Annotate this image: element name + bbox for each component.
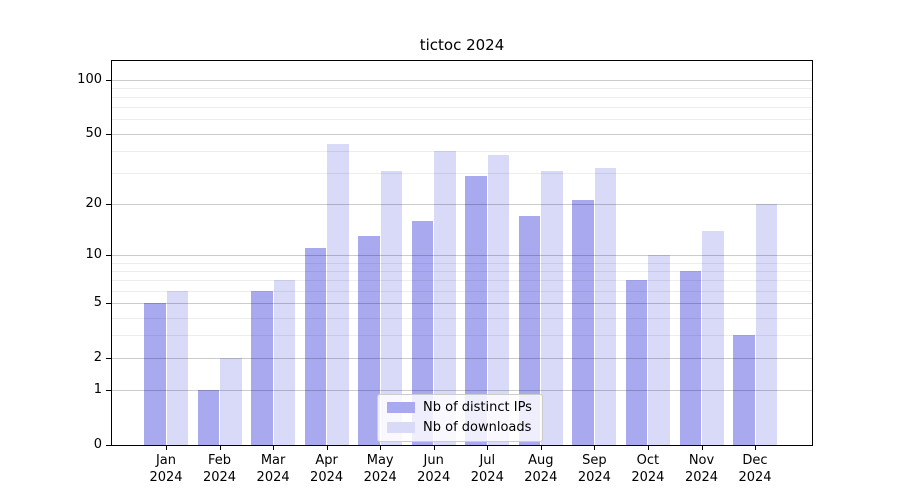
major-gridline-1 bbox=[112, 390, 812, 392]
major-gridline-10 bbox=[112, 255, 812, 257]
y-tick-mark-2 bbox=[106, 358, 111, 359]
bars-layer bbox=[112, 61, 812, 445]
x-tick-label-jul: Jul 2024 bbox=[470, 453, 504, 485]
legend: Nb of distinct IPs Nb of downloads bbox=[377, 394, 543, 442]
x-tick-label-may: May 2024 bbox=[363, 453, 397, 485]
y-tick-mark-100 bbox=[106, 79, 111, 81]
minor-gridline-6 bbox=[112, 290, 812, 292]
legend-swatch-distinct-ips bbox=[387, 402, 415, 413]
bar-downloads-jul bbox=[487, 154, 510, 445]
minor-gridline-40 bbox=[112, 150, 812, 152]
bar-distinct-ips-feb bbox=[197, 390, 219, 445]
bar-downloads-may bbox=[380, 170, 403, 445]
bar-downloads-dec bbox=[755, 203, 777, 445]
minor-gridline-30 bbox=[112, 173, 812, 174]
x-tick-mark-jan bbox=[166, 445, 167, 450]
legend-item-downloads: Nb of downloads bbox=[387, 420, 532, 435]
gridlines-layer bbox=[112, 61, 812, 445]
bar-downloads-apr bbox=[327, 143, 349, 445]
minor-gridline-7 bbox=[112, 280, 812, 282]
minor-gridline-80 bbox=[112, 97, 812, 98]
x-tick-mark-jun bbox=[433, 445, 435, 450]
bar-distinct-ips-aug bbox=[518, 216, 541, 445]
legend-swatch-downloads bbox=[387, 422, 415, 433]
bar-distinct-ips-apr bbox=[304, 248, 327, 445]
bar-distinct-ips-jul bbox=[465, 175, 487, 445]
y-tick-mark-5 bbox=[106, 303, 111, 305]
x-tick-mark-jul bbox=[487, 445, 489, 450]
x-tick-label-sep: Sep 2024 bbox=[577, 453, 611, 485]
y-tick-label-50: 50 bbox=[85, 125, 102, 141]
bar-downloads-jan bbox=[166, 290, 188, 445]
x-tick-label-nov: Nov 2024 bbox=[684, 453, 719, 485]
minor-gridline-90 bbox=[112, 87, 812, 89]
minor-gridline-3 bbox=[112, 335, 812, 337]
x-tick-mark-dec bbox=[755, 445, 756, 450]
y-tick-label-20: 20 bbox=[85, 195, 102, 211]
minor-gridline-8 bbox=[112, 271, 812, 272]
y-tick-mark-20 bbox=[106, 203, 111, 205]
y-tick-label-0: 0 bbox=[93, 437, 102, 452]
chart-title: tictoc 2024 bbox=[419, 36, 505, 54]
x-tick-label-apr: Apr 2024 bbox=[310, 453, 344, 485]
major-gridline-100 bbox=[112, 79, 812, 81]
y-tick-label-2: 2 bbox=[93, 350, 102, 365]
major-gridline-5 bbox=[112, 303, 812, 305]
bar-distinct-ips-nov bbox=[679, 271, 701, 445]
plot-area bbox=[111, 60, 813, 446]
bar-distinct-ips-may bbox=[358, 236, 380, 445]
x-tick-mark-apr bbox=[326, 445, 328, 450]
x-tick-mark-nov bbox=[701, 445, 703, 450]
bar-downloads-oct bbox=[648, 255, 670, 445]
major-gridline-2 bbox=[112, 358, 812, 359]
legend-label-downloads: Nb of downloads bbox=[423, 420, 532, 435]
x-tick-label-dec: Dec 2024 bbox=[738, 453, 772, 485]
y-tick-label-100: 100 bbox=[77, 71, 102, 87]
minor-gridline-9 bbox=[112, 262, 812, 264]
y-tick-mark-0 bbox=[106, 445, 111, 446]
y-tick-mark-50 bbox=[106, 133, 111, 135]
x-tick-mark-mar bbox=[273, 445, 275, 450]
bar-downloads-feb bbox=[220, 358, 242, 445]
y-tick-mark-10 bbox=[106, 255, 111, 257]
bar-downloads-mar bbox=[273, 280, 296, 445]
bar-distinct-ips-sep bbox=[572, 200, 594, 445]
bar-distinct-ips-oct bbox=[625, 280, 648, 445]
y-tick-mark-1 bbox=[106, 390, 111, 392]
bar-distinct-ips-jun bbox=[411, 220, 434, 445]
bar-downloads-nov bbox=[702, 230, 724, 445]
y-tick-label-1: 1 bbox=[93, 382, 102, 398]
x-tick-mark-aug bbox=[540, 445, 542, 450]
x-tick-label-jan: Jan 2024 bbox=[149, 453, 183, 485]
major-gridline-20 bbox=[112, 203, 812, 205]
bar-distinct-ips-jan bbox=[144, 303, 166, 445]
y-tick-label-5: 5 bbox=[93, 295, 102, 311]
minor-gridline-60 bbox=[112, 119, 812, 121]
minor-gridline-70 bbox=[112, 107, 812, 109]
legend-label-distinct-ips: Nb of distinct IPs bbox=[423, 400, 532, 415]
legend-item-distinct-ips: Nb of distinct IPs bbox=[387, 400, 532, 415]
y-tick-label-10: 10 bbox=[85, 247, 102, 263]
bar-downloads-sep bbox=[594, 168, 617, 445]
bar-downloads-aug bbox=[541, 170, 563, 445]
x-tick-label-aug: Aug 2024 bbox=[524, 453, 558, 485]
x-tick-mark-feb bbox=[219, 445, 221, 450]
x-tick-mark-sep bbox=[594, 445, 596, 450]
bar-distinct-ips-dec bbox=[733, 335, 755, 445]
major-gridline-50 bbox=[112, 133, 812, 135]
x-tick-label-oct: Oct 2024 bbox=[631, 453, 665, 485]
x-tick-label-mar: Mar 2024 bbox=[256, 453, 290, 485]
x-tick-mark-oct bbox=[647, 445, 649, 450]
x-tick-label-jun: Jun 2024 bbox=[417, 453, 451, 485]
x-tick-mark-may bbox=[380, 445, 382, 450]
bar-distinct-ips-mar bbox=[251, 290, 273, 445]
minor-gridline-4 bbox=[112, 317, 812, 319]
bar-downloads-jun bbox=[434, 150, 456, 445]
x-tick-label-feb: Feb 2024 bbox=[202, 453, 237, 485]
